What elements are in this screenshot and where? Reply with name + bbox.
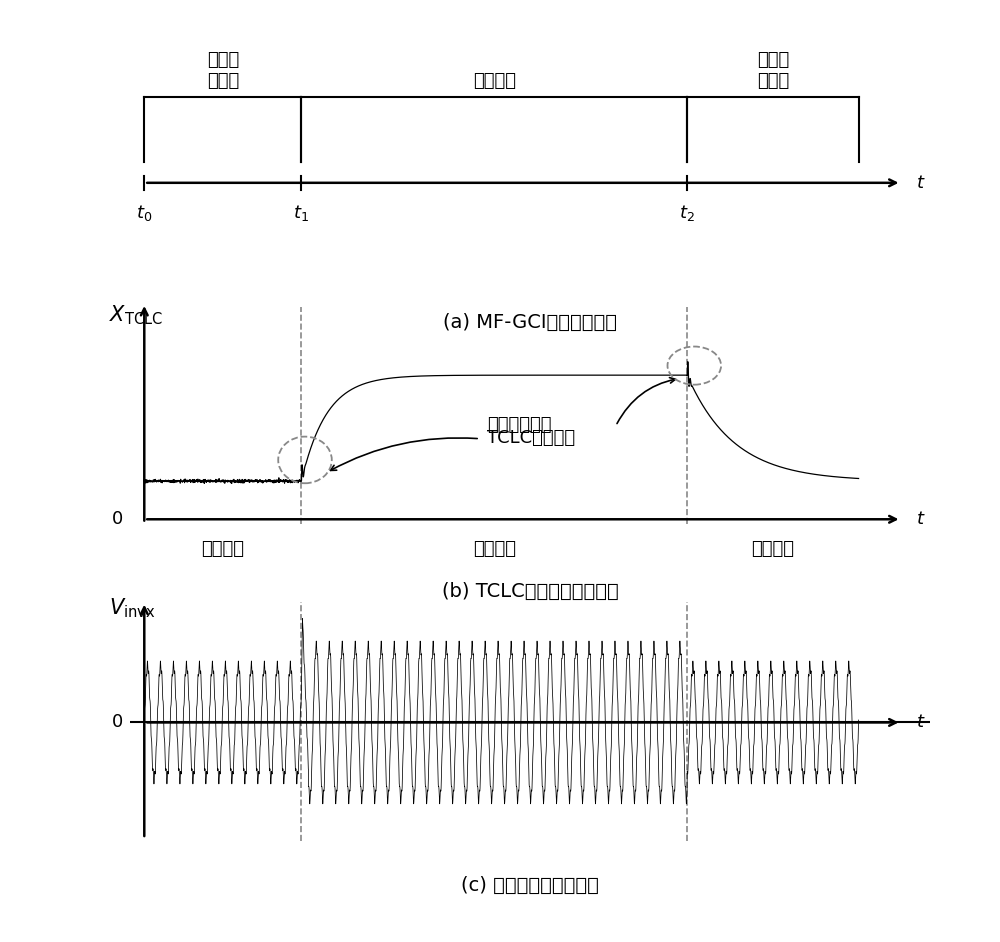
Text: 模式切换瞬间: 模式切换瞬间 — [487, 416, 552, 434]
Text: $V_\mathrm{invx}$: $V_\mathrm{invx}$ — [109, 596, 155, 620]
Text: $t_2$: $t_2$ — [679, 203, 695, 223]
Text: (a) MF-GCI模式切换顺序: (a) MF-GCI模式切换顺序 — [443, 313, 617, 333]
Text: $X_\mathrm{TCLC}$: $X_\mathrm{TCLC}$ — [109, 303, 163, 327]
Text: 无功补
偿模式: 无功补 偿模式 — [207, 51, 239, 89]
Text: 容性区域: 容性区域 — [751, 541, 794, 559]
Text: 0: 0 — [112, 511, 123, 528]
Text: $t_1$: $t_1$ — [293, 203, 309, 223]
Text: 无功补
偿模式: 无功补 偿模式 — [757, 51, 789, 89]
Text: (b) TCLC基频等效阻抗波形: (b) TCLC基频等效阻抗波形 — [442, 581, 618, 601]
Text: (c) 变流器输出电压波形: (c) 变流器输出电压波形 — [461, 875, 599, 895]
Text: $t$: $t$ — [916, 713, 925, 731]
Text: $t$: $t$ — [916, 511, 925, 528]
Text: $t$: $t$ — [916, 174, 925, 192]
Text: 消弧模式: 消弧模式 — [473, 72, 516, 89]
Text: 0: 0 — [112, 713, 123, 731]
Text: 感性区域: 感性区域 — [473, 541, 516, 559]
Text: $t_0$: $t_0$ — [136, 203, 152, 223]
Text: TCLC阻抗调整: TCLC阻抗调整 — [487, 430, 575, 447]
Text: 容性区域: 容性区域 — [201, 541, 244, 559]
